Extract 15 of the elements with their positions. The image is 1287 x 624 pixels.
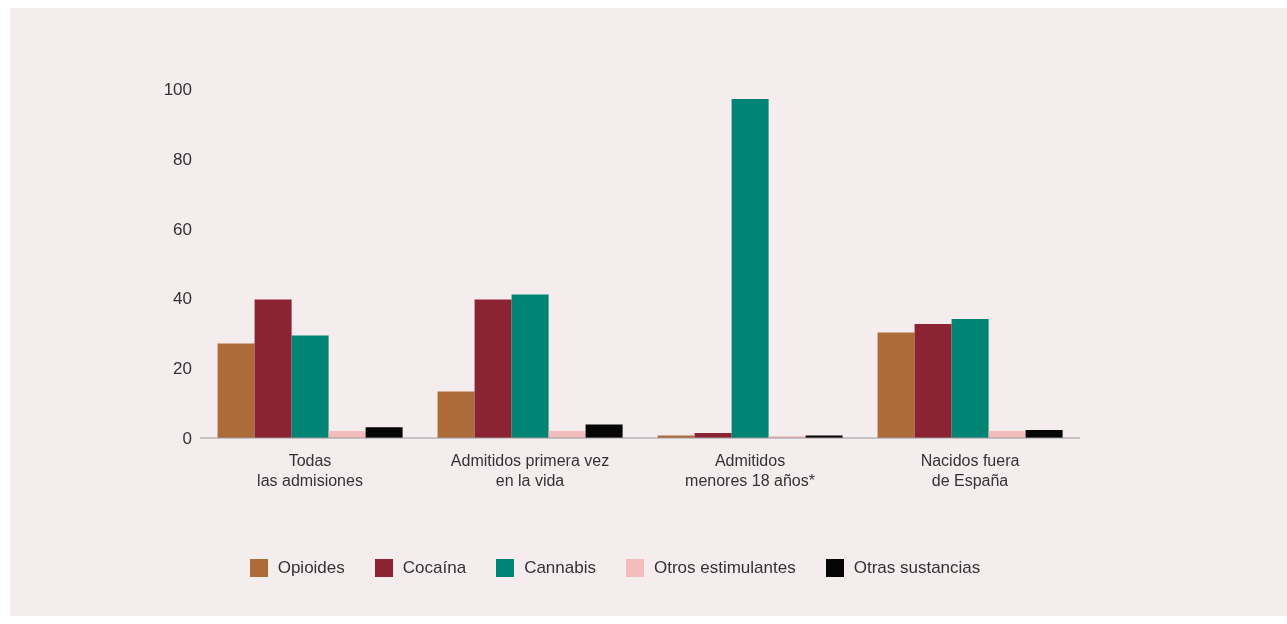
y-tick-label: 60 bbox=[173, 219, 192, 239]
x-tick-label: Todas las admisiones bbox=[257, 452, 363, 489]
x-tick-label: Admitidos menores 18 años* bbox=[685, 452, 815, 489]
legend-label: Otros estimulantes bbox=[653, 558, 796, 578]
y-tick-label: 80 bbox=[173, 149, 192, 169]
y-tick-label: 20 bbox=[173, 359, 192, 379]
y-tick-label: 0 bbox=[182, 429, 192, 449]
x-tick-label: Nacidos fuera de España bbox=[920, 452, 1020, 489]
legend-label: Cannabis bbox=[524, 558, 596, 578]
y-tick-label: 40 bbox=[173, 289, 192, 309]
legend-label: Opioides bbox=[277, 558, 345, 578]
y-tick-label: 100 bbox=[163, 80, 192, 100]
legend-label: Otras sustancias bbox=[853, 558, 981, 578]
x-tick-label: Admitidos primera vez en la vida bbox=[450, 452, 610, 489]
legend-label: Cocaína bbox=[402, 558, 467, 578]
